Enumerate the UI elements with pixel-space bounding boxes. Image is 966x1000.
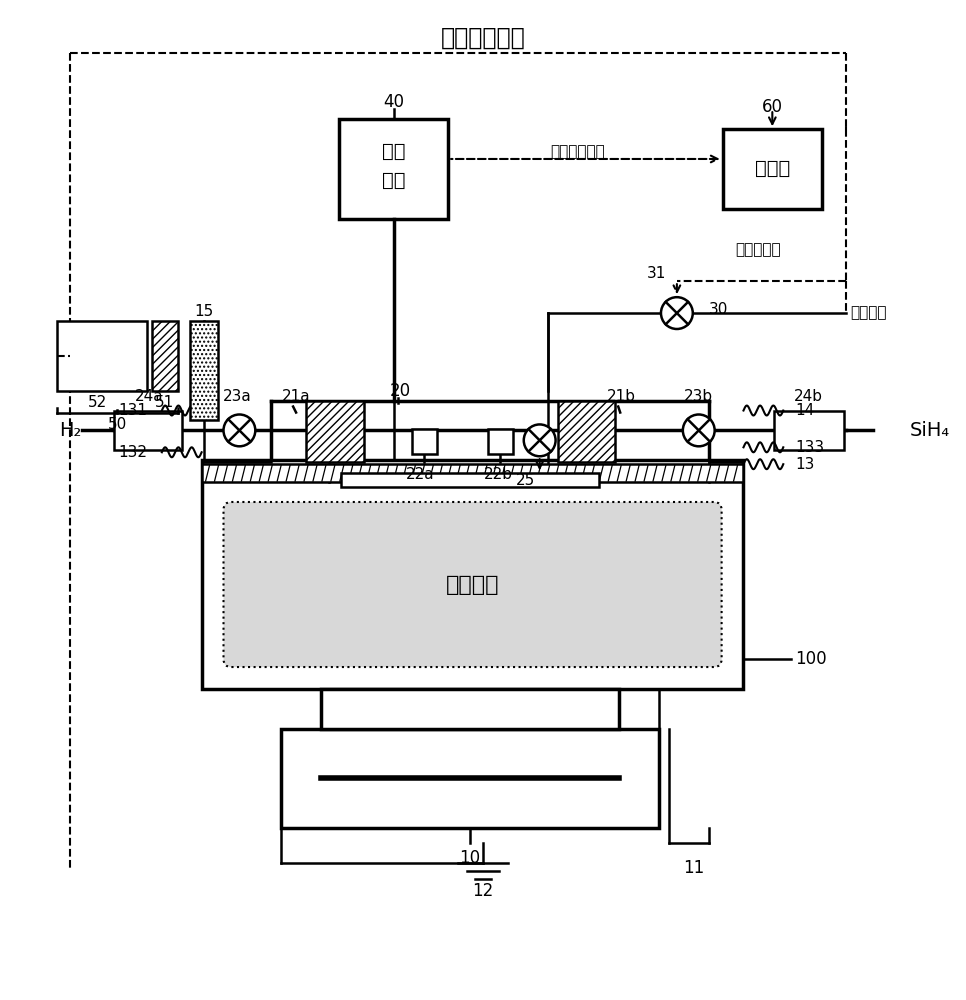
Text: 21b: 21b (607, 389, 636, 404)
Bar (412, 429, 438, 454)
Text: 132: 132 (118, 445, 147, 460)
Text: 阀开闭信号: 阀开闭信号 (735, 242, 781, 257)
Bar (202, 464, 744, 482)
Text: SiH₄: SiH₄ (910, 421, 950, 440)
Text: 100: 100 (795, 650, 827, 668)
Bar (341, 473, 599, 487)
Text: 50: 50 (107, 417, 127, 432)
Text: 电源: 电源 (382, 171, 406, 190)
Text: 133: 133 (795, 440, 824, 455)
Bar (557, 401, 615, 462)
Bar (189, 321, 217, 420)
Text: 15: 15 (194, 304, 213, 319)
Text: H₂: H₂ (59, 421, 81, 440)
Text: 52: 52 (88, 395, 107, 410)
Bar (306, 401, 363, 462)
Circle shape (661, 297, 693, 329)
Text: 发光强度信号: 发光强度信号 (440, 26, 526, 50)
Text: 20: 20 (390, 382, 412, 400)
Text: 21a: 21a (282, 389, 310, 404)
Bar (281, 729, 659, 828)
Text: 压缩空气: 压缩空气 (850, 306, 887, 321)
Text: 131: 131 (118, 403, 147, 418)
Text: 电力调制信号: 电力调制信号 (550, 145, 605, 160)
Circle shape (524, 424, 555, 456)
Text: 控制部: 控制部 (754, 159, 790, 178)
FancyBboxPatch shape (223, 502, 722, 667)
Bar (775, 411, 844, 450)
Text: 51: 51 (156, 395, 175, 410)
Text: 13: 13 (795, 457, 814, 472)
Text: 31: 31 (647, 266, 667, 281)
Circle shape (683, 414, 715, 446)
Text: 40: 40 (383, 93, 404, 111)
Bar (723, 129, 822, 209)
Text: 22a: 22a (406, 467, 435, 482)
Text: 12: 12 (472, 882, 494, 900)
Text: 14: 14 (795, 403, 814, 418)
Text: 24b: 24b (794, 389, 823, 404)
Text: 10: 10 (460, 849, 481, 867)
Text: 22b: 22b (483, 467, 512, 482)
Text: 23b: 23b (684, 389, 713, 404)
Text: 23a: 23a (223, 389, 252, 404)
Bar (152, 321, 178, 391)
Bar (321, 689, 619, 729)
Text: 高频: 高频 (382, 142, 406, 161)
Bar (57, 321, 147, 391)
Bar (202, 460, 744, 689)
Circle shape (223, 414, 255, 446)
Bar (488, 429, 513, 454)
Text: 25: 25 (516, 473, 535, 488)
Bar (339, 119, 448, 219)
Text: 30: 30 (709, 302, 728, 317)
Text: 等离子体: 等离子体 (446, 575, 499, 595)
Text: 60: 60 (762, 98, 782, 116)
Text: 24a: 24a (134, 389, 163, 404)
Text: 11: 11 (683, 859, 704, 877)
Bar (114, 411, 182, 450)
